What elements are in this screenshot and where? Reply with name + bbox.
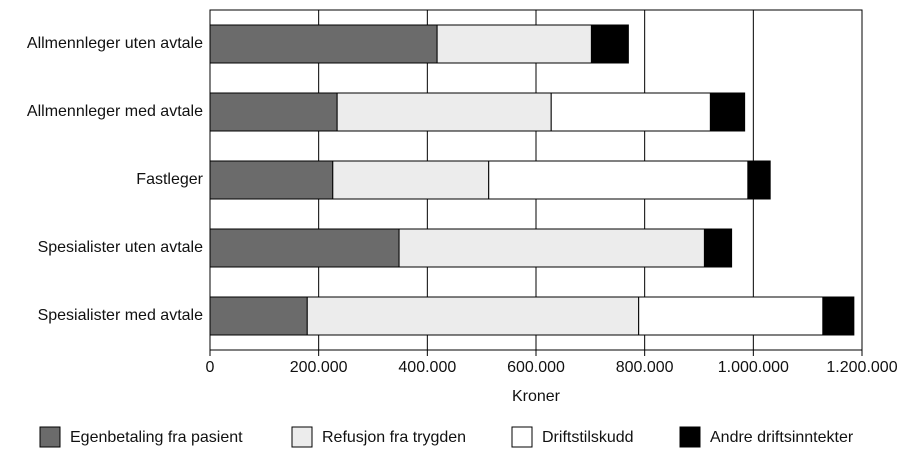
legend-label: Egenbetaling fra pasient [70,429,243,446]
bar-segment [209,92,338,132]
legend-swatch [39,426,61,448]
legend-label: Refusjon fra trygden [322,429,466,446]
bar-segment [638,296,824,336]
bar-segment [709,92,746,132]
x-tick-label: 400.000 [398,359,456,376]
legend-label: Driftstilskudd [542,429,634,446]
bar-segment [747,160,771,200]
legend-swatch [291,426,313,448]
bar-segment [398,228,705,268]
legend-swatch [679,426,701,448]
legend-swatch [511,426,533,448]
plot-frame [209,9,863,351]
y-tick-label: Fastleger [136,171,203,188]
x-tick-label: 200.000 [290,359,348,376]
bar-segment [336,92,552,132]
bar-segment [488,160,749,200]
y-tick-label: Spesialister med avtale [38,307,204,324]
bar-segment [209,296,308,336]
legend-label: Andre driftsinntekter [710,429,854,446]
y-tick-label: Spesialister uten avtale [38,239,204,256]
x-tick-label: 0 [206,359,215,376]
x-tick-label: 600.000 [507,359,565,376]
bar-segment [209,24,438,64]
bar-segment [306,296,640,336]
bar-segment [822,296,855,336]
x-axis-title: Kroner [512,388,561,405]
bar-segment [550,92,711,132]
x-tick-label: 800.000 [616,359,674,376]
bar-segment [209,228,400,268]
bar-segment [436,24,592,64]
bar-segment [209,160,334,200]
y-tick-label: Allmennleger uten avtale [27,35,203,52]
x-tick-label: 1.000.000 [718,359,789,376]
bar-segment [332,160,490,200]
x-tick-label: 1.200.000 [826,359,897,376]
y-tick-label: Allmennleger med avtale [27,103,203,120]
bar-segment [590,24,629,64]
bar-segment [703,228,733,268]
